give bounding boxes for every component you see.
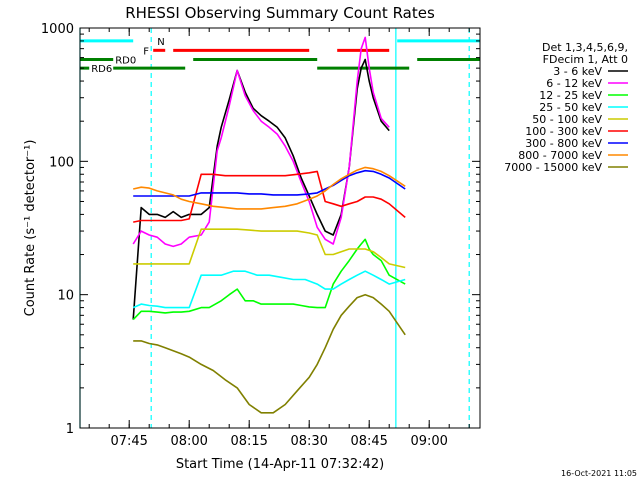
x-tick-label: 08:15 [230, 434, 267, 449]
series-line-4 [132, 270, 406, 309]
x-tick-label: 08:30 [290, 434, 327, 449]
x-axis-label: Start Time (14-Apr-11 07:32:42) [176, 457, 384, 472]
state-label-rd6: RD6 [91, 64, 112, 75]
series-line-5 [133, 228, 406, 269]
legend-label: 3 - 6 keV [553, 65, 602, 78]
legend-header: FDecim 1, Att 0 [543, 53, 628, 66]
x-tick-label: 08:45 [350, 434, 387, 449]
x-tick-label: 07:45 [110, 434, 147, 449]
x-tick-label: 09:00 [410, 434, 447, 449]
y-axis-label: Count Rate (s⁻¹ detector⁻¹) [23, 140, 38, 317]
legend-label: 50 - 100 keV [532, 113, 602, 126]
legend-label: 7000 - 15000 keV [504, 161, 602, 174]
series-line-3 [132, 238, 406, 321]
y-tick-label: 1 [66, 422, 74, 437]
legend-label: 6 - 12 keV [546, 77, 602, 90]
series-line-2 [132, 36, 390, 248]
state-label-n: N [157, 37, 164, 48]
y-tick-label: 1000 [41, 22, 74, 37]
series-line-9 [133, 293, 406, 414]
timestamp: 16-Oct-2021 11:05 [561, 469, 637, 478]
y-tick-label: 10 [57, 289, 74, 304]
axes: 07:45 08:00 08:15 08:30 08:45 09:00 1 10 100 1000 [41, 22, 481, 449]
series-line-6 [133, 170, 406, 223]
series-line-8 [133, 166, 406, 210]
plot-frame [79, 27, 481, 429]
series-line-1 [132, 58, 390, 320]
y-tick-label: 100 [49, 155, 74, 170]
legend-label: 12 - 25 keV [539, 89, 602, 102]
legend-label: 800 - 7000 keV [518, 149, 602, 162]
legend-label: 300 - 800 keV [525, 137, 602, 150]
legend: Det 1,3,4,5,6,9,FDecim 1, Att 03 - 6 keV… [504, 41, 628, 174]
state-label-rd0: RD0 [115, 56, 136, 67]
x-tick-label: 08:00 [170, 434, 207, 449]
chart-title: RHESSI Observing Summary Count Rates [125, 4, 435, 22]
state-label-f: F [143, 46, 149, 57]
series-line-7 [133, 169, 406, 197]
legend-label: 25 - 50 keV [539, 101, 602, 114]
legend-label: 100 - 300 keV [525, 125, 602, 138]
legend-header: Det 1,3,4,5,6,9, [542, 41, 628, 54]
